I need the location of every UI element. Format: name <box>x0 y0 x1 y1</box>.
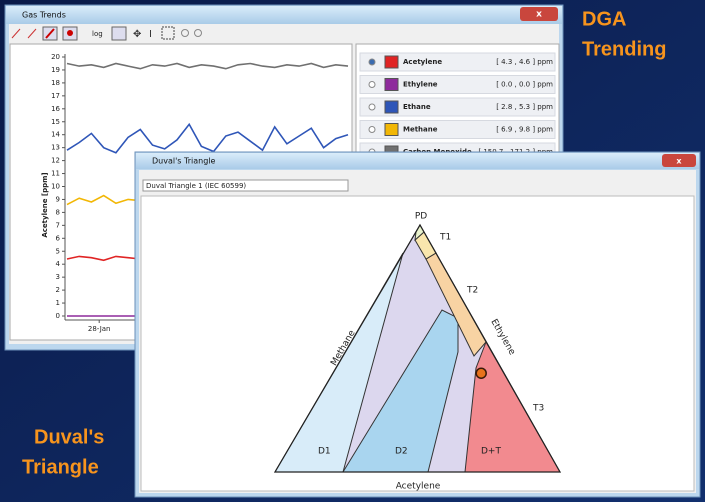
axis-label: Acetylene <box>396 482 441 492</box>
legend-range: [ 4.3 , 4.6 ] ppm <box>496 58 553 66</box>
y-tick-label: 17 <box>51 92 60 100</box>
title-bar <box>6 6 562 24</box>
y-tick-label: 6 <box>56 234 61 242</box>
data-point <box>476 368 486 378</box>
banner-text: DGA <box>582 8 626 30</box>
y-tick-label: 9 <box>56 195 60 203</box>
y-tick-label: 0 <box>56 312 60 320</box>
legend-range: [ 0.0 , 0.0 ] ppm <box>496 81 553 89</box>
legend-swatch <box>385 124 398 136</box>
y-tick-label: 10 <box>51 183 60 191</box>
legend-swatch <box>385 101 398 113</box>
y-axis-label: Acetylene [ppm] <box>41 172 49 237</box>
legend: Acetylene [ 4.3 , 4.6 ] ppm Ethylene [ 0.0 … <box>360 53 555 161</box>
radio[interactable] <box>369 59 375 65</box>
zone-label: D+T <box>481 447 501 457</box>
duval-window: Duval's Triangle x Duval Triangle 1 (IEC… <box>135 152 700 497</box>
radio[interactable] <box>369 104 375 110</box>
legend-swatch <box>385 56 398 68</box>
y-tick-label: 13 <box>51 144 60 152</box>
y-tick-label: 2 <box>56 286 60 294</box>
zone-label: D1 <box>318 447 331 457</box>
screen: DGA Trending Duval's Triangle Gas Trends… <box>0 0 705 502</box>
y-tick-label: 11 <box>51 170 60 178</box>
zone-label: D2 <box>395 447 408 457</box>
y-tick-label: 3 <box>56 273 60 281</box>
legend-range: [ 6.9 , 9.8 ] ppm <box>496 126 553 134</box>
radio[interactable] <box>369 82 375 88</box>
window-title: Gas Trends <box>22 11 66 20</box>
y-tick-label: 14 <box>51 131 60 139</box>
y-tick-label: 4 <box>56 260 61 268</box>
y-tick-label: 15 <box>51 118 60 126</box>
radio[interactable] <box>369 127 375 133</box>
y-tick-label: 18 <box>51 79 60 87</box>
zone-label: T3 <box>532 404 544 414</box>
close-icon: x <box>676 157 682 166</box>
legend-range: [ 2.8 , 5.3 ] ppm <box>496 103 553 111</box>
y-tick-label: 16 <box>51 105 60 113</box>
tool-icon[interactable] <box>67 30 73 36</box>
y-tick-label: 12 <box>51 157 60 165</box>
y-tick-label: 5 <box>56 247 60 255</box>
zone-label: PD <box>415 212 427 222</box>
legend-name: Ethane <box>403 103 431 111</box>
page: DGA Trending Duval's Triangle Gas Trends… <box>0 0 705 502</box>
banner-text: Duval's <box>34 426 104 448</box>
legend-name: Ethylene <box>403 81 438 89</box>
zone-label: T1 <box>439 233 451 243</box>
window-title: Duval's Triangle <box>152 157 215 166</box>
y-tick-label: 20 <box>51 53 60 61</box>
legend-name: Methane <box>403 126 438 134</box>
close-icon: x <box>536 10 542 20</box>
y-tick-label: 7 <box>56 221 60 229</box>
title-bar <box>136 153 699 169</box>
tool-icon[interactable]: ✥ <box>133 29 141 40</box>
legend-swatch <box>385 79 398 91</box>
zone-label: T2 <box>466 286 478 296</box>
legend-name: Acetylene <box>403 58 442 66</box>
banner-text: Trending <box>582 38 666 60</box>
dropdown-text[interactable]: Duval Triangle 1 (IEC 60599) <box>146 182 246 190</box>
tool-icon[interactable] <box>112 27 126 40</box>
toolbar-label[interactable]: log <box>92 30 103 38</box>
y-tick-label: 8 <box>56 208 60 216</box>
banner-text: Triangle <box>22 456 99 478</box>
x-tick-label: 28-Jan <box>88 325 111 333</box>
points <box>476 368 486 378</box>
y-tick-label: 19 <box>51 66 60 74</box>
y-tick-label: 1 <box>56 299 60 307</box>
tool-icon[interactable]: Ι <box>149 29 152 40</box>
